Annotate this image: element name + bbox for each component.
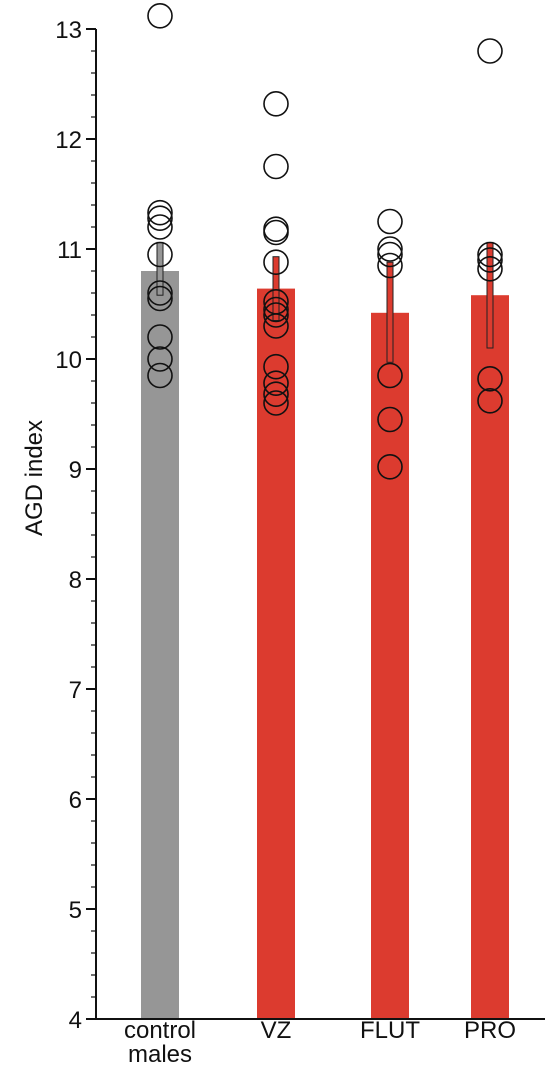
- bars-layer: [141, 271, 509, 1020]
- data-point: [147, 346, 173, 372]
- data-point: [263, 249, 289, 276]
- data-point: [377, 208, 403, 235]
- data-point: [147, 241, 173, 268]
- data-point: [147, 362, 173, 389]
- data-point: [377, 362, 403, 389]
- y-tick-label: 13: [55, 17, 82, 44]
- category-label: FLUT: [360, 1017, 420, 1044]
- category-label-line2: males: [128, 1041, 192, 1065]
- data-point: [377, 236, 403, 262]
- data-point: [377, 453, 403, 480]
- data-point: [263, 370, 289, 397]
- data-point: [263, 313, 289, 339]
- data-point: [477, 387, 503, 414]
- y-tick-label: 9: [69, 457, 82, 484]
- data-point: [263, 296, 289, 323]
- data-point: [477, 241, 503, 268]
- bar-0: [141, 271, 179, 1019]
- error-bar-2: [386, 261, 394, 363]
- category-label: VZ: [261, 1017, 292, 1044]
- y-tick-label: 7: [69, 677, 82, 704]
- data-points-layer: [147, 3, 503, 480]
- error-bar-1: [272, 256, 280, 322]
- data-point: [263, 381, 289, 408]
- bar-1: [257, 288, 295, 1020]
- y-tick-label: 4: [69, 1007, 82, 1034]
- data-point: [147, 280, 173, 306]
- y-axis: 4 5 6 7 8 9 10 11 12 13: [55, 17, 545, 1034]
- category-label: control: [124, 1017, 196, 1044]
- data-point: [147, 324, 173, 350]
- category-label: PRO: [464, 1017, 516, 1044]
- data-point: [477, 365, 503, 392]
- data-point: [147, 205, 173, 231]
- data-point: [263, 390, 289, 416]
- data-point: [147, 214, 173, 240]
- data-point: [263, 91, 289, 117]
- bar-2: [371, 312, 409, 1019]
- data-point: [147, 3, 173, 29]
- bar-3: [471, 295, 509, 1019]
- data-point: [377, 406, 403, 433]
- error-bars-layer: [156, 241, 494, 363]
- data-point: [377, 252, 403, 279]
- data-point: [147, 199, 173, 226]
- y-tick-label: 6: [69, 787, 82, 814]
- y-tick-label: 12: [55, 127, 82, 154]
- y-tick-label: 8: [69, 567, 82, 594]
- data-point: [377, 241, 403, 268]
- y-tick-label: 5: [69, 897, 82, 924]
- data-point: [477, 38, 503, 64]
- data-point: [263, 219, 289, 246]
- data-point: [263, 302, 289, 328]
- y-tick-label: 11: [57, 237, 82, 264]
- data-point: [477, 247, 503, 273]
- error-bar-3: [486, 241, 494, 349]
- data-point: [263, 153, 289, 180]
- y-tick-label: 10: [55, 347, 82, 374]
- data-point: [263, 353, 289, 380]
- data-point: [477, 255, 503, 282]
- y-axis-title: AGD index: [21, 420, 48, 536]
- data-point: [147, 285, 173, 312]
